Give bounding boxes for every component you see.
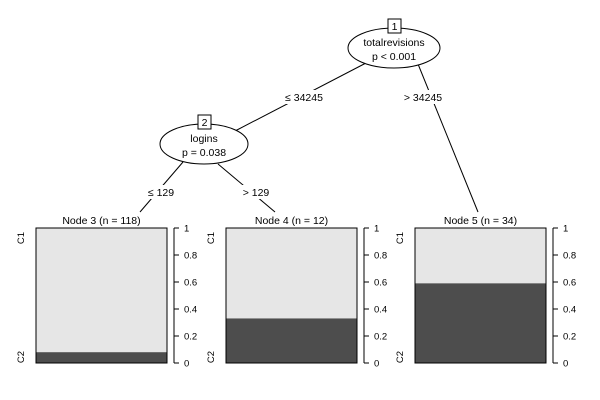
edge-1-5: [417, 63, 479, 213]
axis-tick-label: 0.2: [184, 332, 197, 343]
edge-label-1-2: ≤ 34245: [285, 92, 323, 104]
edge-label-2-4: > 129: [243, 187, 270, 199]
class-label-c1-4: C1: [206, 232, 217, 244]
terminal-node-5: Node 5 (n = 34) C1 C2 0 0.2 0.4 0.6 0.8 1: [395, 215, 576, 370]
bar-c2-node-5: [415, 283, 546, 363]
axis-tick-label: 0.6: [563, 278, 576, 289]
class-label-c1-5: C1: [395, 232, 406, 244]
axis-tick-label: 0.6: [184, 278, 197, 289]
axis-tick-label: 0: [563, 359, 568, 370]
axis-tick-label: 0.8: [563, 251, 576, 262]
terminal-title-5: Node 5 (n = 34): [444, 215, 517, 227]
axis-tick-label: 0.4: [374, 305, 387, 316]
node-variable-2: logins: [190, 133, 217, 145]
panel-frame-4: [225, 227, 358, 364]
bar-c2-node-3: [36, 352, 167, 363]
node-id-1: 1: [392, 21, 398, 33]
axis-tick-label: 0.2: [563, 332, 576, 343]
node-id-2: 2: [202, 117, 208, 129]
axis-tick-label: 1: [563, 224, 568, 235]
node-pvalue-1: p < 0.001: [372, 51, 416, 63]
class-label-c2-5: C2: [395, 351, 406, 363]
edge-label-1-5: > 34245: [404, 92, 442, 104]
inner-node-2: 2 logins p = 0.038: [159, 114, 249, 165]
terminal-title-3: Node 3 (n = 118): [62, 215, 140, 227]
axis-tick-label: 0.4: [563, 305, 576, 316]
axis-tick-label: 0.2: [374, 332, 387, 343]
class-label-c2-4: C2: [206, 351, 217, 363]
node-variable-1: totalrevisions: [363, 37, 424, 49]
panel-frame-5: [414, 227, 547, 364]
class-label-c2-3: C2: [16, 351, 27, 363]
axis-tick-label: 0: [184, 359, 189, 370]
bar-c2-node-4: [226, 318, 357, 363]
class-label-c1-3: C1: [16, 232, 27, 244]
axis-tick-label: 0.6: [374, 278, 387, 289]
bar-c1-node-4: [226, 228, 357, 319]
edge-label-2-3: ≤ 129: [148, 187, 174, 199]
bar-c1-node-5: [415, 228, 546, 284]
axis-tick-label: 1: [374, 224, 379, 235]
inner-node-1: 1 totalrevisions p < 0.001: [347, 18, 441, 69]
axis-tick-label: 0.8: [374, 251, 387, 262]
terminal-node-4: Node 4 (n = 12) C1 C2 0 0.2 0.4 0.6 0.8 1: [206, 215, 387, 370]
bar-c1-node-3: [36, 228, 167, 353]
panel-frame-3: [35, 227, 168, 364]
axis-tick-label: 0.8: [184, 251, 197, 262]
axis-tick-label: 0: [374, 359, 379, 370]
axis-tick-label: 1: [184, 224, 189, 235]
node-pvalue-2: p = 0.038: [182, 147, 226, 159]
terminal-title-4: Node 4 (n = 12): [255, 215, 328, 227]
axis-tick-label: 0.4: [184, 305, 197, 316]
terminal-node-3: Node 3 (n = 118) C1 C2 0 0.2 0.4 0.6 0.8 1: [16, 215, 197, 370]
